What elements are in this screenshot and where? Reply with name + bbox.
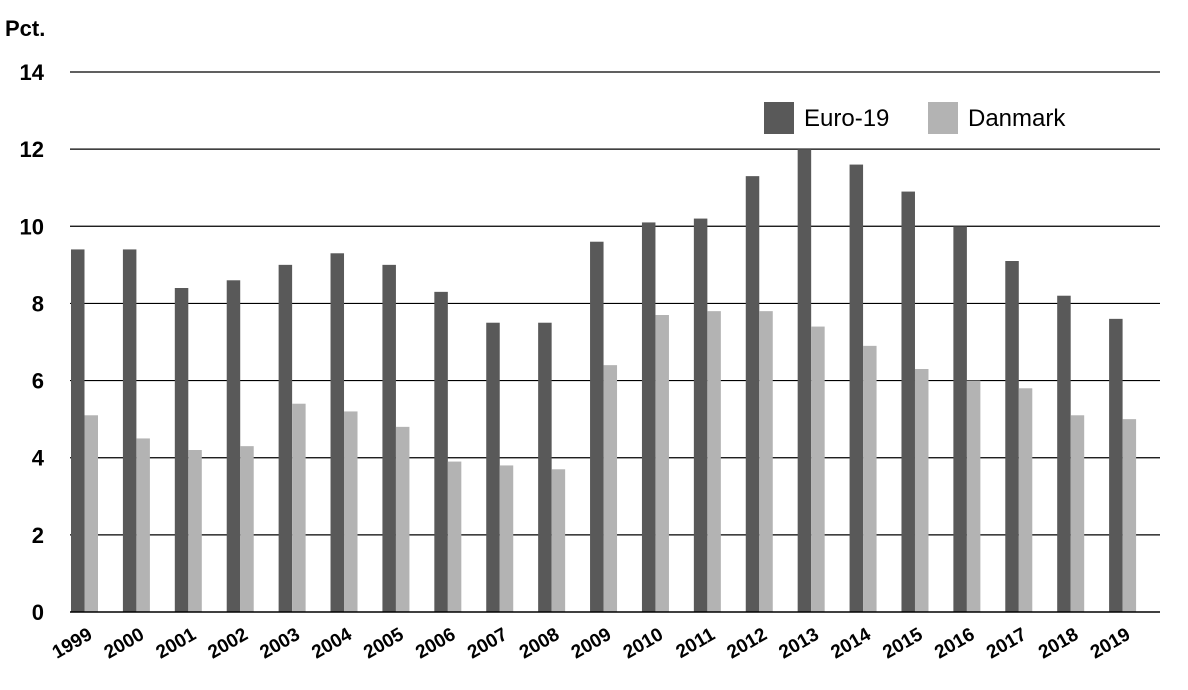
x-tick-label: 2004 xyxy=(308,624,355,664)
bar-euro-19-2014 xyxy=(849,164,864,613)
bar-euro-19-2001 xyxy=(174,288,189,612)
bar-danmark-2006 xyxy=(447,461,462,612)
bar-danmark-2008 xyxy=(551,469,566,612)
bar-euro-19-2007 xyxy=(486,322,500,612)
bar-danmark-2003 xyxy=(292,403,306,612)
x-tick-label: 2019 xyxy=(1087,624,1134,663)
bar-danmark-2001 xyxy=(188,450,202,612)
bar-euro-19-2015 xyxy=(901,191,915,613)
x-tick-label: 2000 xyxy=(101,624,148,663)
x-axis-ticks: 1999 2000 2001 2002 2003 2004 2005 2006 2007 2008… xyxy=(49,624,1134,664)
x-tick-label: 2005 xyxy=(360,624,407,664)
bar-euro-19-2011 xyxy=(693,218,708,613)
bar-euro-19-2006 xyxy=(434,291,448,612)
x-tick-label: 2015 xyxy=(879,624,926,664)
legend: Euro-19 Danmark xyxy=(764,102,1066,134)
y-tick-label: 12 xyxy=(20,137,44,162)
bar-danmark-2019 xyxy=(1122,419,1137,612)
x-tick-label: 2011 xyxy=(673,624,720,663)
x-tick-label: 2003 xyxy=(257,624,304,663)
bar-danmark-2010 xyxy=(655,315,669,612)
legend-swatch xyxy=(928,102,958,134)
x-tick-label: 2006 xyxy=(412,624,459,663)
x-tick-label: 2008 xyxy=(516,624,563,663)
bar-danmark-2016 xyxy=(966,380,981,612)
bar-euro-19-2019 xyxy=(1109,318,1123,612)
y-tick-label: 0 xyxy=(32,600,44,625)
bar-danmark-2004 xyxy=(344,411,358,612)
legend-label: Danmark xyxy=(968,105,1066,132)
x-tick-label: 2009 xyxy=(568,624,615,663)
bar-euro-19-2012 xyxy=(745,176,760,612)
y-unit-label: Pct. xyxy=(5,16,45,41)
x-tick-label: 2017 xyxy=(983,624,1030,663)
x-tick-label: 2010 xyxy=(620,624,667,663)
bar-euro-19-2013 xyxy=(797,149,812,612)
bar-danmark-1999 xyxy=(84,415,98,612)
x-tick-label: 2013 xyxy=(776,624,823,663)
bar-euro-19-2018 xyxy=(1057,295,1071,612)
bar-danmark-2015 xyxy=(914,369,929,612)
x-tick-label: 2001 xyxy=(153,624,200,664)
bars xyxy=(71,149,1137,613)
x-tick-label: 2002 xyxy=(205,624,252,663)
x-tick-label: 2014 xyxy=(827,624,874,664)
bar-euro-19-2003 xyxy=(278,264,293,612)
y-tick-label: 14 xyxy=(20,60,45,85)
bar-euro-19-2004 xyxy=(330,253,345,613)
bar-danmark-2012 xyxy=(759,311,773,612)
x-tick-label: 2007 xyxy=(464,624,511,663)
x-tick-label: 1999 xyxy=(49,624,96,663)
bar-euro-19-2009 xyxy=(590,241,604,612)
legend-label: Euro-19 xyxy=(804,105,889,132)
bar-danmark-2017 xyxy=(1018,388,1033,612)
x-tick-label: 2012 xyxy=(724,624,771,663)
y-tick-label: 2 xyxy=(32,523,44,548)
legend-swatch xyxy=(764,102,794,134)
bar-euro-19-2016 xyxy=(953,226,967,613)
bar-euro-19-2017 xyxy=(1005,261,1019,612)
bar-euro-19-2000 xyxy=(122,249,137,612)
y-tick-label: 6 xyxy=(32,369,44,394)
y-tick-label: 10 xyxy=(20,214,44,239)
bar-euro-19-2010 xyxy=(641,222,656,612)
y-axis-ticks: 0 2 4 6 8 10 12 14 xyxy=(20,60,45,625)
bar-euro-19-2002 xyxy=(226,280,241,612)
y-tick-label: 4 xyxy=(32,446,45,471)
bar-danmark-2000 xyxy=(136,438,150,612)
bar-danmark-2014 xyxy=(863,345,877,612)
bar-danmark-2018 xyxy=(1070,415,1085,612)
bar-danmark-2011 xyxy=(707,311,721,612)
y-tick-label: 8 xyxy=(32,291,44,316)
bar-danmark-2002 xyxy=(240,446,254,612)
bar-euro-19-2008 xyxy=(538,322,552,612)
bar-danmark-2009 xyxy=(603,365,618,612)
bar-danmark-2013 xyxy=(811,326,825,612)
bar-danmark-2007 xyxy=(499,465,514,612)
x-tick-label: 2018 xyxy=(1035,624,1082,663)
x-tick-label: 2016 xyxy=(931,624,978,663)
bar-danmark-2005 xyxy=(395,426,410,612)
bar-euro-19-2005 xyxy=(382,264,396,612)
bar-euro-19-1999 xyxy=(71,249,85,612)
